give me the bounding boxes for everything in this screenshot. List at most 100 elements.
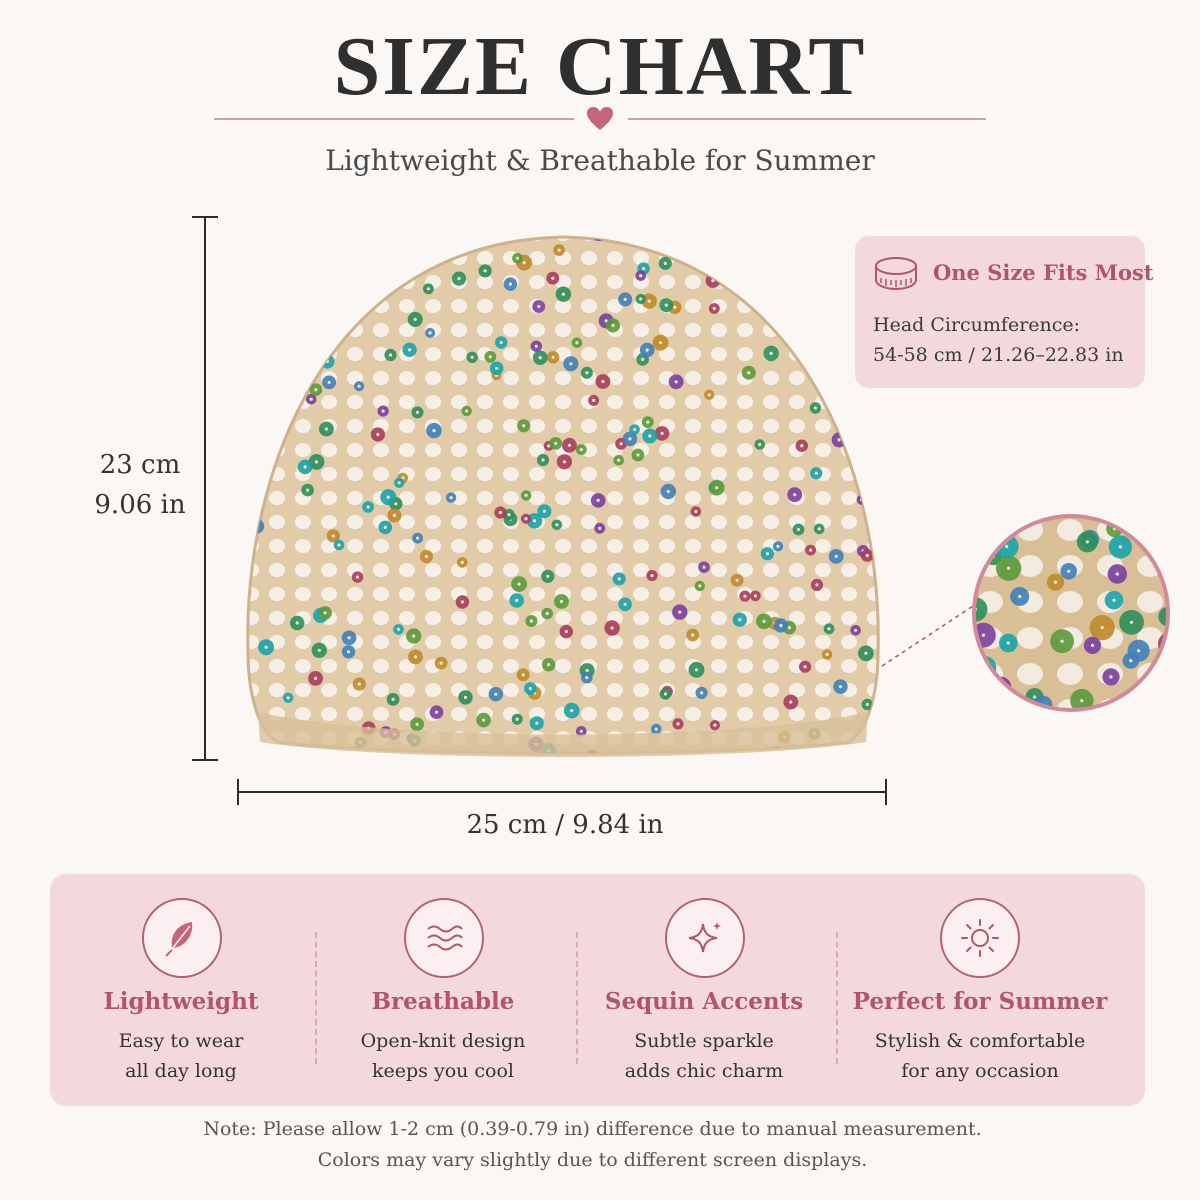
sequin-hole bbox=[669, 222, 672, 225]
sequin-hole bbox=[424, 554, 428, 559]
sequin-hole bbox=[702, 565, 706, 569]
sequin-hole bbox=[663, 261, 667, 265]
sequin-hole bbox=[567, 443, 571, 447]
sequin-hole bbox=[837, 438, 841, 442]
sequin bbox=[975, 543, 991, 562]
sequin-hole bbox=[570, 709, 574, 713]
sequin-hole bbox=[508, 282, 512, 286]
sequin-hole bbox=[285, 279, 290, 283]
sequin-hole bbox=[642, 267, 646, 271]
sequin bbox=[278, 303, 290, 315]
feature-icon-circle bbox=[404, 898, 484, 978]
sequin-hole bbox=[240, 532, 243, 535]
sequin-hole bbox=[416, 536, 420, 540]
sequin-hole bbox=[678, 610, 682, 614]
sequin bbox=[265, 414, 278, 428]
sequin-hole bbox=[397, 481, 401, 485]
sequin-hole bbox=[355, 575, 360, 579]
sequin bbox=[805, 286, 816, 298]
size-card-title: One Size Fits Most bbox=[933, 260, 1154, 285]
sequin bbox=[746, 237, 759, 242]
sequin-hole bbox=[522, 261, 526, 265]
sequin-hole bbox=[645, 348, 649, 352]
sequin-hole bbox=[428, 760, 431, 762]
sequin-hole bbox=[803, 665, 807, 669]
sequin bbox=[807, 240, 822, 255]
sequin bbox=[342, 237, 353, 248]
sequin-hole bbox=[264, 645, 268, 649]
sequin-hole bbox=[555, 523, 559, 527]
sequin-hole bbox=[562, 460, 566, 464]
sequin-hole bbox=[985, 672, 989, 676]
sequin-hole bbox=[826, 326, 830, 331]
feature-sequin-accents: Sequin Accents Subtle sparkle adds chic … bbox=[573, 874, 835, 1106]
sequin-hole bbox=[238, 484, 240, 487]
sequin-hole bbox=[971, 516, 974, 519]
sequin-hole bbox=[775, 752, 779, 754]
sequin-hole bbox=[647, 299, 651, 303]
sequin-hole bbox=[674, 380, 678, 384]
sequin-hole bbox=[715, 486, 719, 490]
height-dimension-line bbox=[204, 216, 206, 761]
sequin-hole bbox=[852, 398, 857, 402]
sequin-hole bbox=[827, 627, 831, 631]
feature-icon-circle bbox=[665, 898, 745, 978]
sequin-hole bbox=[981, 633, 985, 637]
sequin bbox=[339, 222, 354, 231]
sequin-hole bbox=[314, 460, 319, 464]
sequin-hole bbox=[698, 584, 702, 588]
sequin-hole bbox=[788, 237, 792, 241]
sequin-hole bbox=[324, 427, 328, 431]
sequin-hole bbox=[813, 406, 818, 410]
sequin-hole bbox=[769, 351, 773, 355]
sequin-hole bbox=[532, 519, 537, 523]
sequin-hole bbox=[381, 409, 385, 413]
sequin bbox=[503, 222, 516, 235]
sequin-hole bbox=[561, 292, 565, 296]
sequin-hole bbox=[793, 493, 797, 497]
sequin-hole bbox=[515, 717, 519, 721]
sequin-hole bbox=[415, 722, 419, 726]
sequin-hole bbox=[345, 222, 348, 225]
sequin bbox=[247, 400, 257, 412]
sequin-hole bbox=[524, 517, 528, 521]
sequin-hole bbox=[975, 678, 977, 682]
sequin-hole bbox=[673, 305, 677, 309]
sequin-hole bbox=[814, 471, 818, 475]
sequin bbox=[975, 543, 980, 560]
sequin-hole bbox=[623, 602, 627, 606]
sequin-hole bbox=[758, 442, 762, 447]
sequin-hole bbox=[700, 691, 704, 695]
waves-icon bbox=[427, 925, 463, 951]
sequin-hole bbox=[426, 287, 430, 291]
sequin-hole bbox=[617, 458, 621, 462]
sequin-hole bbox=[524, 493, 528, 497]
sequin-hole bbox=[554, 441, 558, 445]
sequin-hole bbox=[408, 348, 412, 352]
sequin-hole bbox=[623, 297, 627, 301]
sequin-detail-closeup bbox=[971, 514, 1170, 712]
sequin-hole bbox=[350, 247, 355, 251]
feature-title: Sequin Accents bbox=[604, 988, 804, 1015]
feature-description-line2: for any occasion bbox=[901, 1060, 1059, 1082]
sequin-hole bbox=[854, 628, 858, 632]
sequin bbox=[320, 336, 333, 350]
sequin-hole bbox=[391, 697, 395, 701]
sequin bbox=[344, 241, 361, 257]
sequin-hole bbox=[980, 550, 984, 555]
sequin-hole bbox=[337, 543, 341, 547]
sequin bbox=[447, 237, 459, 243]
sequin-hole bbox=[463, 695, 468, 699]
feature-title: Perfect for Summer bbox=[852, 988, 1108, 1015]
sequin bbox=[285, 294, 297, 306]
sequin-hole bbox=[465, 409, 469, 413]
title-divider-right bbox=[628, 118, 986, 120]
sequin-hole bbox=[515, 256, 520, 260]
sequin-hole bbox=[1005, 544, 1009, 549]
sequin bbox=[412, 239, 428, 255]
sequin bbox=[546, 222, 557, 233]
sequin-hole bbox=[538, 356, 542, 360]
sequin-hole bbox=[611, 323, 615, 327]
sequin-hole bbox=[1018, 594, 1022, 599]
sequin-hole bbox=[711, 279, 715, 283]
